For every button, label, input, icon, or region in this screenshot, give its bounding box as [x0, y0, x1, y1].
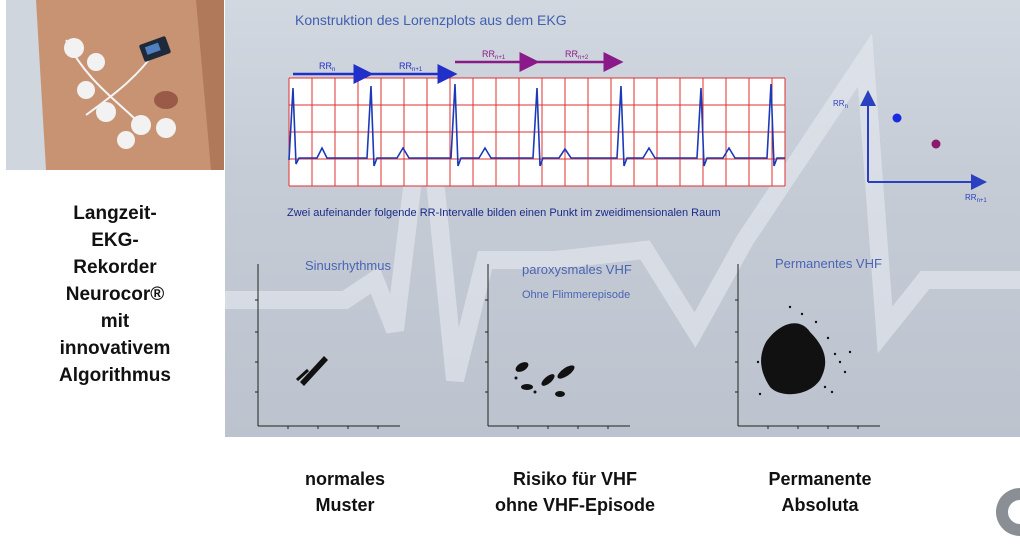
rr-label: RRn — [319, 61, 335, 73]
caption-line: Risiko für VHF — [512, 469, 637, 489]
lorenz-scheme: RRn RRn+1 — [833, 90, 987, 204]
panel-subtitle: Zwei aufeinander folgende RR-Intervalle … — [287, 207, 721, 219]
caption-normal-pattern: normales Muster — [270, 466, 420, 518]
scatter-permanent — [735, 264, 880, 429]
recorder-caption-line: Neurocor® — [65, 284, 165, 305]
caption-line: ohne VHF-Episode — [494, 495, 655, 515]
ecg-strip: RRn RRn+1 RRn+1 RRn+2 — [288, 49, 786, 187]
scatter-sinus — [255, 264, 400, 429]
recorder-caption-line: Rekorder — [73, 257, 157, 278]
plot-label-permanent: Permanentes VHF — [775, 256, 882, 271]
logo-partial-icon — [996, 488, 1020, 536]
recorder-caption: Langzeit- EKG- Rekorder Neurocor® mit in… — [20, 200, 210, 389]
rr-label: RRn+1 — [482, 49, 506, 61]
plot-label-paroxysmal: paroxysmales VHF — [522, 262, 632, 277]
caption-vhf-risk: Risiko für VHF ohne VHF-Episode — [460, 466, 690, 518]
rr-label: RRn+2 — [565, 49, 589, 61]
panel-title: Konstruktion des Lorenzplots aus dem EKG — [295, 12, 567, 28]
recorder-caption-line: innovativem — [59, 338, 171, 359]
ecg-trace — [288, 83, 785, 167]
recorder-caption-line: Algorithmus — [59, 365, 171, 386]
recorder-caption-line: Langzeit- — [73, 203, 157, 224]
recorder-caption-line: EKG- — [91, 230, 139, 251]
background-ecg-decoration — [225, 33, 1020, 383]
recorder-caption-line: mit — [100, 311, 130, 332]
caption-line: normales — [304, 469, 386, 489]
point-purple — [931, 139, 941, 149]
point-blue — [892, 113, 902, 123]
caption-line: Permanente — [768, 469, 872, 489]
plot-sublabel-paroxysmal: Ohne Flimmerepisode — [522, 289, 631, 301]
caption-permanent-absoluta: Permanente Absoluta — [740, 466, 900, 518]
scatter-paroxysmal — [485, 264, 630, 429]
y-axis-label: RRn — [833, 99, 848, 110]
patient-photo — [6, 0, 224, 170]
plot-label-sinus: Sinusrhythmus — [305, 258, 391, 273]
x-axis-label: RRn+1 — [965, 193, 987, 204]
caption-line: Absoluta — [781, 495, 859, 515]
lorenzplot-panel: Konstruktion des Lorenzplots aus dem EKG — [225, 0, 1020, 437]
rr-label: RRn+1 — [399, 61, 423, 73]
caption-line: Muster — [315, 495, 375, 515]
